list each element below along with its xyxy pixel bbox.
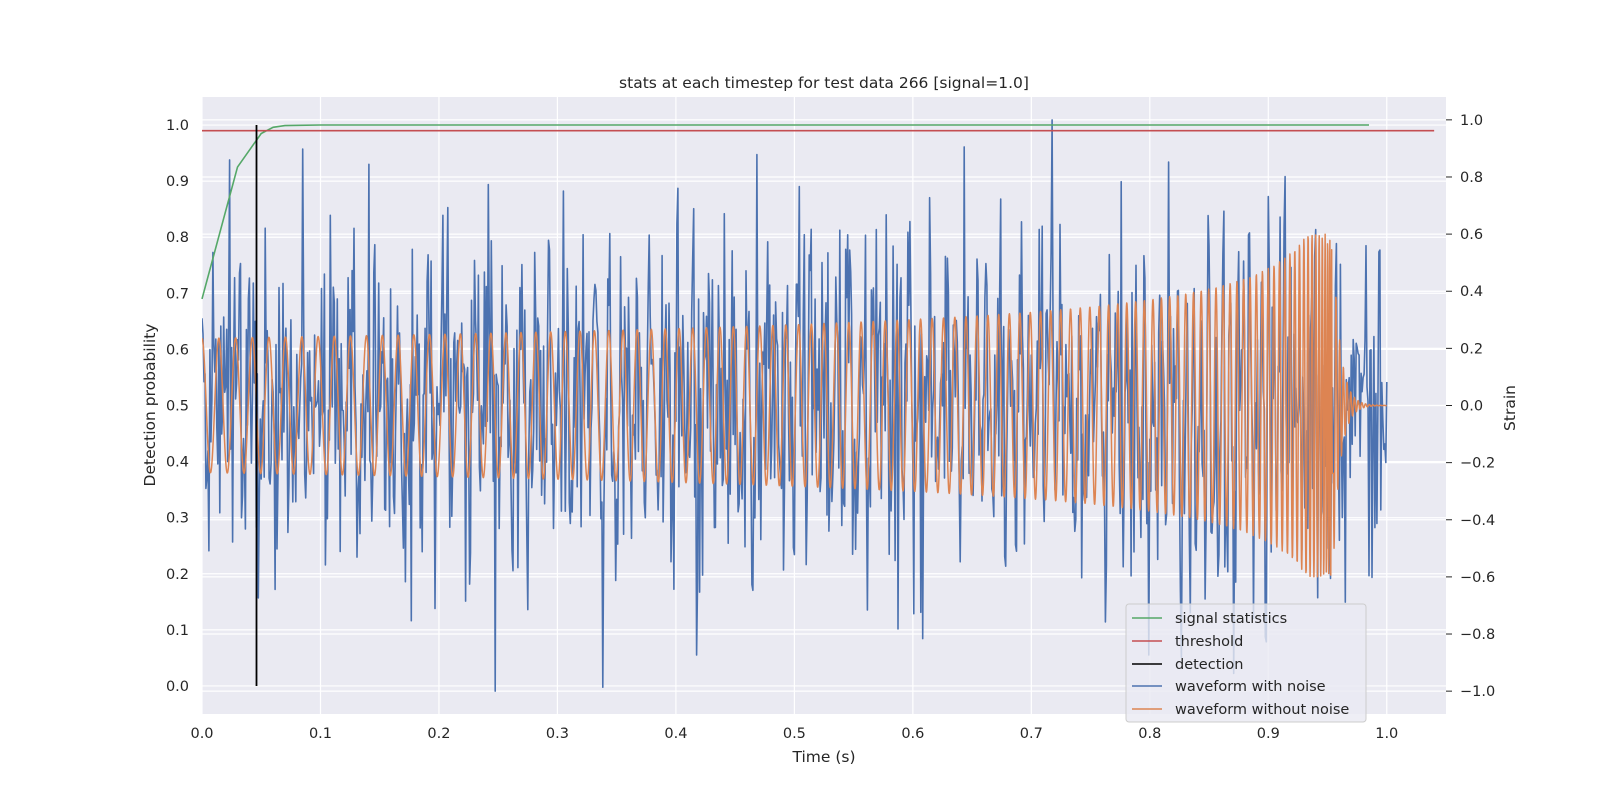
y-tick-label-right: −0.4 [1460,513,1495,529]
y-tick-label-right: 1.0 [1460,113,1483,129]
legend-frame [1125,603,1367,723]
x-tick-label: 0.2 [427,726,450,742]
x-axis-label: Time (s) [791,748,855,766]
series-waveform-without-noise [202,233,1388,578]
x-tick-label: 0.5 [783,726,806,742]
legend-label-threshold: threshold [1175,634,1243,650]
y-tick-label-right: −0.6 [1460,570,1495,586]
x-tick-label: 0.4 [664,726,687,742]
y-tick-label-right: 0.0 [1460,399,1483,415]
y-tick-label-right: 0.4 [1460,284,1483,300]
y-tick-label-left: 0.3 [166,511,189,527]
legend-label-signal-statistics: signal statistics [1175,611,1287,627]
y-tick-label-left: 0.9 [166,174,189,190]
x-tick-label: 0.7 [1020,726,1043,742]
y-tick-label-left: 0.5 [166,399,189,415]
y-tick-label-left: 0.0 [166,679,189,695]
legend-label-detection: detection [1175,657,1243,673]
series-layer [201,119,1435,692]
y-axis-label-right: Strain [1501,385,1519,431]
legend: signal statistics threshold detection wa… [1125,603,1367,723]
y-tick-label-left: 0.8 [166,230,189,246]
y-tick-label-left: 0.1 [166,623,189,639]
y-axis-label-left: Detection probability [141,324,159,487]
x-tick-label: 0.3 [546,726,569,742]
y-tick-label-left: 0.4 [166,455,189,471]
y-tick-label-right: 0.6 [1460,227,1483,243]
y-tick-label-left: 0.7 [166,286,189,302]
x-tick-label: 0.8 [1138,726,1161,742]
y-tick-label-right: 0.8 [1460,170,1483,186]
y-tick-label-left: 0.2 [166,567,189,583]
y-tick-label-right: −0.8 [1460,627,1495,643]
y-tick-label-right: −0.2 [1460,456,1495,472]
y-tick-label-right: −1.0 [1460,684,1495,700]
x-tick-label: 0.9 [1257,726,1280,742]
y-tick-label-right: 0.2 [1460,341,1483,357]
ticks: 0.0 0.1 0.2 0.3 0.4 0.5 0.6 0.7 0.8 0.9 1.0 0.0 0.1 0… [166,113,1495,742]
series-waveform-with-noise [202,119,1388,692]
legend-label-waveform-without-noise: waveform without noise [1175,702,1349,718]
x-tick-label: 0.6 [901,726,924,742]
y-tick-label-left: 1.0 [166,118,189,134]
legend-label-waveform-with-noise: waveform with noise [1175,679,1326,695]
x-tick-label: 0.1 [309,726,332,742]
series-signal-statistics [201,124,1369,300]
chart-title: stats at each timestep for test data 266… [619,74,1029,92]
x-tick-label: 0.0 [190,726,213,742]
y-tick-label-left: 0.6 [166,342,189,358]
x-tick-label: 1.0 [1375,726,1398,742]
